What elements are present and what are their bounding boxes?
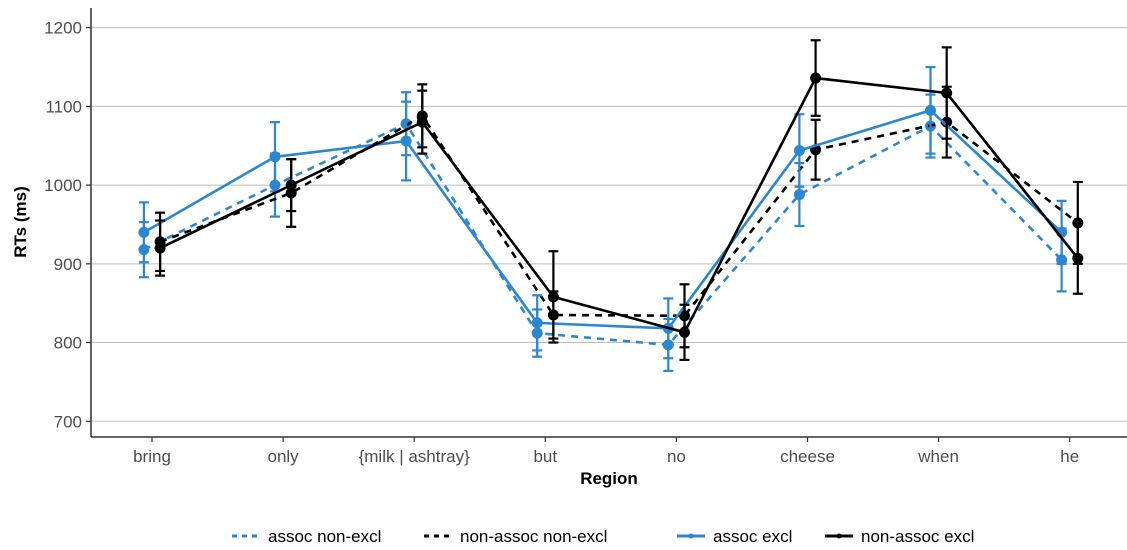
legend-label: assoc non-excl	[268, 527, 381, 546]
data-point	[416, 116, 428, 128]
data-point	[793, 189, 805, 201]
x-tick-label: but	[533, 447, 557, 466]
x-tick-label: no	[667, 447, 686, 466]
legend-label: assoc excl	[713, 527, 792, 546]
y-tick-label: 1200	[44, 19, 82, 38]
series-assoc-non-excl	[138, 91, 1068, 372]
series-line	[159, 76, 1079, 334]
x-axis-ticks: bring only {milk | ashtray} but no cheese when…	[133, 437, 1079, 466]
x-tick-label: he	[1060, 447, 1079, 466]
data-point	[400, 135, 412, 147]
legend-label: non-assoc non-excl	[460, 527, 607, 546]
x-axis-title: Region	[580, 469, 638, 488]
y-axis-title: RTs (ms)	[11, 186, 30, 257]
y-axis-ticks: 700 800 900 1000 1100 1200	[44, 19, 91, 431]
y-tick-label: 1000	[44, 176, 82, 195]
legend-item: assoc excl	[677, 527, 792, 546]
legend-label: non-assoc excl	[861, 527, 974, 546]
data-point	[531, 317, 543, 329]
y-tick-label: 1100	[45, 97, 82, 116]
x-tick-label: bring	[133, 447, 171, 466]
gridlines	[91, 27, 1127, 422]
series-layer	[138, 39, 1084, 372]
x-tick-label: cheese	[780, 447, 835, 466]
data-point	[547, 291, 559, 303]
data-point	[1072, 252, 1084, 264]
data-point	[941, 87, 953, 99]
series-line	[143, 122, 1063, 347]
data-point	[793, 144, 805, 156]
legend-key-dot	[688, 533, 694, 539]
y-tick-label: 900	[54, 255, 82, 274]
data-point	[138, 226, 150, 238]
data-point	[925, 104, 936, 116]
legend-item: non-assoc non-excl	[424, 527, 607, 546]
y-tick-label: 700	[54, 412, 82, 431]
x-tick-label: {milk | ashtray}	[359, 447, 471, 466]
data-point	[679, 326, 690, 338]
data-point	[810, 72, 822, 84]
y-tick-label: 800	[54, 334, 82, 353]
data-point	[285, 179, 297, 191]
x-tick-label: when	[917, 447, 959, 466]
series-non-assoc-excl	[154, 39, 1084, 361]
legend: assoc non-excl non-assoc non-excl assoc ex…	[232, 527, 974, 546]
x-tick-label: only	[268, 447, 300, 466]
data-point	[154, 242, 166, 254]
data-point	[269, 151, 281, 163]
legend-item: assoc non-excl	[232, 527, 381, 546]
series-assoc-excl	[138, 65, 1068, 360]
series-line	[143, 109, 1063, 330]
series-line	[159, 114, 1079, 318]
legend-key-dot	[836, 533, 842, 539]
legend-item: non-assoc excl	[825, 527, 974, 546]
